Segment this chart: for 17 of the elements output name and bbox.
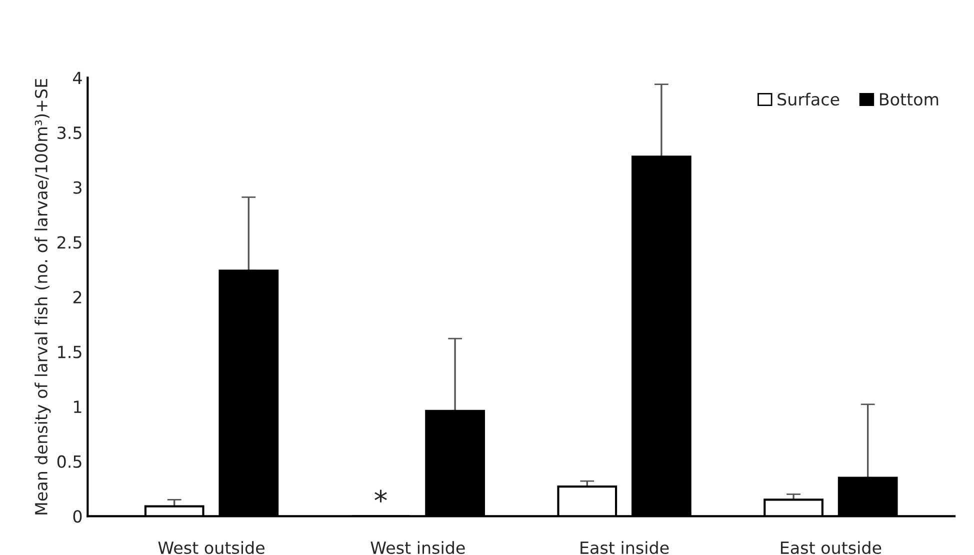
y-tick-label: 3.5 bbox=[58, 126, 82, 140]
x-tick-label: West outside bbox=[158, 541, 264, 554]
y-tick-label: 0 bbox=[73, 510, 82, 523]
y-tick-label: 2 bbox=[73, 290, 82, 304]
y-tick-label: 1.5 bbox=[58, 346, 82, 358]
y-tick-label: 4 bbox=[73, 72, 82, 84]
x-tick-label: East inside bbox=[580, 541, 669, 554]
legend-label: Surface bbox=[778, 92, 840, 106]
y-tick-label: 1 bbox=[74, 400, 82, 413]
x-tick-label: East outside bbox=[780, 541, 882, 554]
legend-label: Bottom bbox=[880, 93, 938, 106]
y-axis-title: Mean density of larval fish (no. of larvae/100m³)+SE bbox=[34, 78, 51, 514]
y-tick-label: 2.5 bbox=[58, 236, 82, 249]
y-tick-label: 0.5 bbox=[57, 455, 82, 468]
y-tick-label: 3 bbox=[73, 181, 82, 194]
x-tick-label: West inside bbox=[370, 541, 465, 554]
annotation: * bbox=[374, 490, 387, 502]
